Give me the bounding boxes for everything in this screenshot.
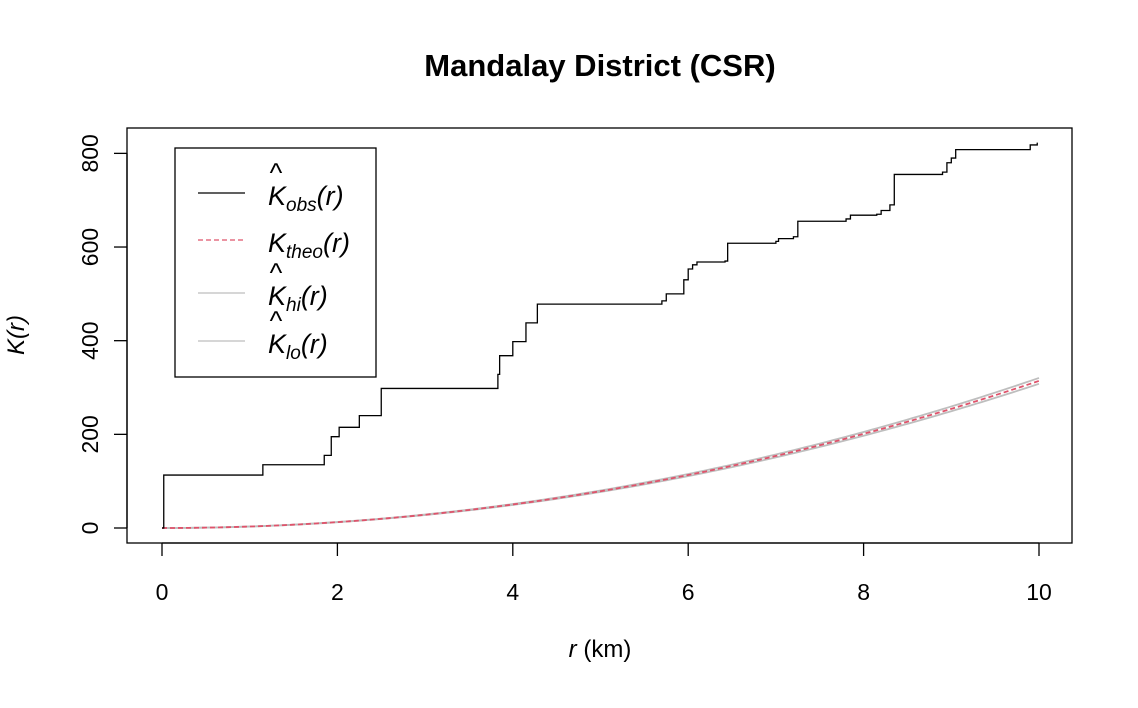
series-hi-line (162, 377, 1040, 529)
legend: ^Kobs(r)Ktheo(r)^Khi(r)^Klo(r) (174, 147, 377, 378)
series-layer (162, 142, 1040, 529)
legend-hat-obs: ^ (270, 158, 283, 188)
legend-base: K (268, 329, 287, 359)
series-lo-line (162, 382, 1040, 529)
x-axis: 0 2 4 6 8 10 (156, 542, 1052, 605)
y-tick-label: 0 (77, 522, 103, 535)
x-tick-label: 2 (331, 579, 344, 605)
y-axis-label: K(r) (3, 315, 30, 355)
x-tick-label: 0 (156, 579, 169, 605)
y-axis: 0 200 400 600 800 (77, 134, 128, 535)
legend-label-hi: Khi(r) (268, 281, 328, 316)
legend-sub: hi (286, 295, 302, 316)
legend-base: K (268, 228, 287, 258)
y-tick-label: 800 (77, 134, 103, 172)
y-tick-label: 400 (77, 321, 103, 359)
x-tick-label: 4 (506, 579, 519, 605)
x-axis-label-var: r (569, 636, 578, 663)
legend-label-theo: Ktheo(r) (268, 228, 350, 263)
series-theo-line (162, 380, 1040, 529)
legend-arg: (r) (301, 329, 328, 359)
x-tick-label: 8 (857, 579, 870, 605)
legend-box (174, 147, 377, 378)
legend-label-lo: Klo(r) (268, 329, 328, 364)
y-tick-label: 600 (77, 228, 103, 266)
x-axis-label-unit: (km) (577, 636, 632, 663)
series-obs-line (162, 142, 1038, 529)
legend-sub: theo (286, 242, 323, 263)
legend-arg: (r) (301, 281, 328, 311)
legend-hat-lo: ^ (270, 306, 283, 336)
legend-label-obs: Kobs(r) (268, 181, 344, 216)
legend-hat-hi: ^ (270, 258, 283, 288)
legend-arg: (r) (317, 181, 344, 211)
legend-arg: (r) (323, 228, 350, 258)
legend-base: K (268, 281, 287, 311)
y-axis-label-main: K (3, 338, 30, 355)
x-axis-label: r (km) (569, 636, 632, 663)
x-tick-label: 6 (682, 579, 695, 605)
legend-base: K (268, 181, 287, 211)
y-axis-label-arg: (r) (3, 315, 30, 339)
x-tick-label: 10 (1026, 579, 1052, 605)
legend-sub: obs (286, 195, 317, 216)
legend-sub: lo (286, 343, 301, 364)
chart-title: Mandalay District (CSR) (424, 48, 775, 83)
y-tick-label: 200 (77, 415, 103, 453)
